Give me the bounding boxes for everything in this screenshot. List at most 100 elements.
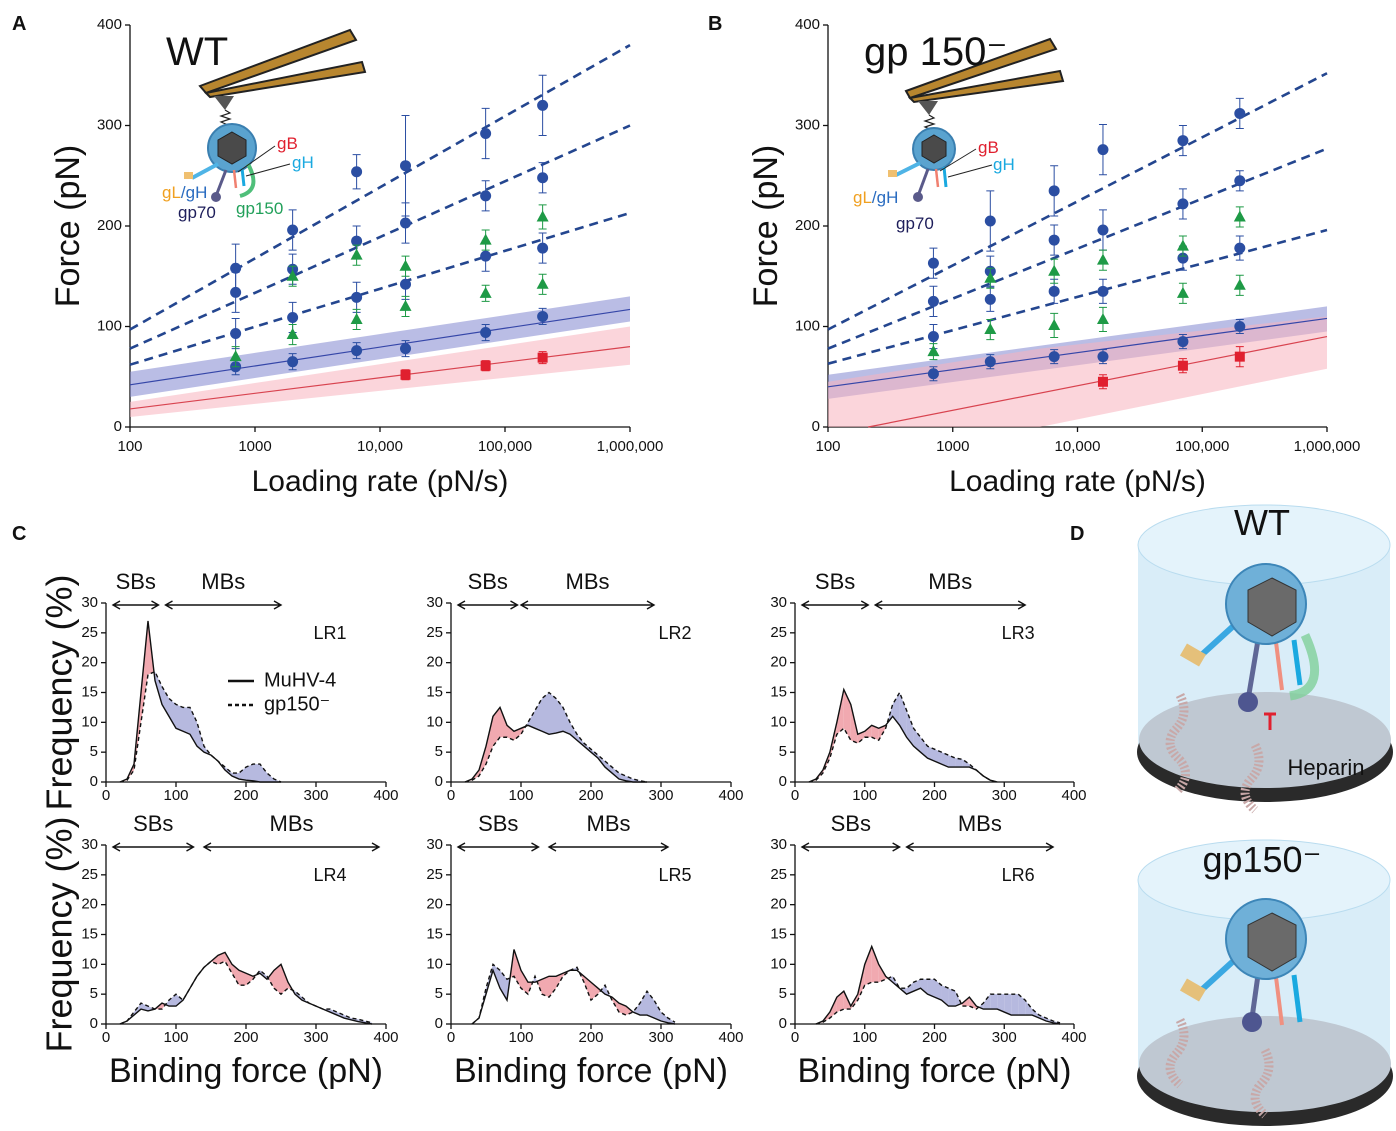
difference-fill	[955, 758, 963, 768]
data-point	[351, 235, 363, 247]
difference-fill	[162, 686, 169, 717]
confidence-band	[130, 326, 630, 417]
difference-fill	[253, 764, 260, 782]
heparin	[1165, 692, 1190, 794]
data-point	[984, 293, 996, 305]
inset-label: gL	[853, 188, 872, 207]
y-tick-label: 0	[779, 773, 787, 790]
glycoprotein	[913, 192, 923, 202]
data-point	[537, 352, 548, 363]
data-point	[1234, 175, 1246, 187]
glycoprotein	[211, 192, 221, 202]
frequency-line	[119, 620, 281, 783]
y-tick-label: 20	[81, 896, 98, 913]
chart-title: gp 150⁻	[864, 30, 1007, 74]
diagram-wt: WT Heparin	[1137, 502, 1393, 814]
data-point	[927, 368, 939, 380]
range-arrow	[547, 842, 670, 852]
panel-sublabel: LR6	[1002, 865, 1035, 885]
y-tick-label: 30	[770, 836, 787, 853]
difference-fill	[176, 704, 183, 732]
difference-fill	[169, 994, 176, 1007]
y-tick-label: 5	[90, 743, 98, 760]
x-tick-label: 300	[648, 787, 673, 804]
glycoprotein	[1242, 1012, 1262, 1032]
range-label: SBs	[831, 811, 871, 836]
data-point	[286, 328, 299, 340]
difference-fill	[878, 725, 886, 741]
difference-fill	[542, 692, 549, 735]
y-tick-label: 20	[81, 654, 98, 671]
y-tick-label: 30	[426, 594, 443, 611]
difference-fill	[1004, 994, 1012, 1016]
diagram-mutant: gp150⁻	[1137, 839, 1393, 1126]
data-point	[537, 310, 549, 322]
leader	[947, 164, 993, 178]
x-tick-label: 1000	[238, 438, 271, 455]
glycoprotein	[888, 170, 897, 177]
range-arrow	[800, 600, 870, 610]
glycoprotein	[934, 168, 940, 188]
difference-fill	[990, 994, 998, 1010]
glycoprotein	[1274, 641, 1284, 691]
data-point	[480, 128, 492, 140]
cantilever	[907, 69, 1065, 104]
x-tick-label: 0	[102, 787, 110, 804]
data-point	[984, 323, 997, 335]
difference-fill	[864, 725, 872, 738]
diagram-label: Heparin	[1287, 755, 1364, 780]
range-label: SBs	[478, 811, 518, 836]
difference-fill	[197, 722, 204, 753]
difference-fill	[274, 964, 281, 995]
difference-fill	[640, 991, 647, 1016]
difference-fill	[577, 734, 584, 747]
x-tick-label: 400	[373, 1029, 398, 1046]
range-label: SBs	[468, 569, 508, 594]
glycoprotein	[1249, 974, 1261, 1019]
y-tick-label: 30	[81, 836, 98, 853]
x-tick-label: 100,000	[478, 438, 532, 455]
data-point	[399, 259, 412, 271]
fit-line	[868, 335, 1328, 428]
y-tick-label: 5	[435, 743, 443, 760]
x-tick-label: 300	[992, 787, 1017, 804]
data-point	[480, 360, 491, 371]
glycoprotein	[895, 161, 921, 177]
frequency-line	[471, 949, 676, 1025]
frequency-line	[815, 975, 1061, 1025]
difference-fill	[871, 725, 879, 741]
data-point	[1097, 144, 1109, 156]
range-label: MBs	[958, 811, 1002, 836]
heparin	[1250, 1047, 1274, 1119]
difference-fill	[549, 692, 556, 735]
y-tick-label: 0	[812, 418, 820, 435]
x-axis-label: Loading rate (pN/s)	[949, 465, 1206, 498]
x-tick-label: 100	[508, 1029, 533, 1046]
x-tick-label: 300	[303, 1029, 328, 1046]
y-tick-label: 0	[90, 1015, 98, 1032]
y-tick-label: 10	[81, 713, 98, 730]
y-tick-label: 15	[81, 683, 98, 700]
x-tick-label: 100	[508, 787, 533, 804]
frequency-line	[119, 670, 282, 783]
difference-fill	[864, 946, 872, 986]
range-label: SBs	[815, 569, 855, 594]
difference-fill	[1011, 994, 1019, 1016]
fit-line	[129, 308, 631, 386]
difference-fill	[948, 988, 956, 1007]
diagram-label: WT	[1234, 502, 1290, 543]
data-point	[536, 210, 549, 222]
difference-fill	[493, 707, 500, 747]
y-tick-label: 0	[435, 1015, 443, 1032]
y-tick-label: 15	[770, 925, 787, 942]
x-axis-label: Binding force (pN)	[109, 1052, 383, 1090]
frequency-line	[815, 944, 1061, 1025]
inhibition	[1264, 712, 1276, 730]
frequency-line	[119, 951, 373, 1025]
difference-fill	[983, 994, 991, 1010]
glycoprotein	[232, 169, 238, 189]
data-point	[1177, 252, 1189, 264]
x-tick-label: 300	[992, 1029, 1017, 1046]
fit-line	[129, 43, 631, 331]
